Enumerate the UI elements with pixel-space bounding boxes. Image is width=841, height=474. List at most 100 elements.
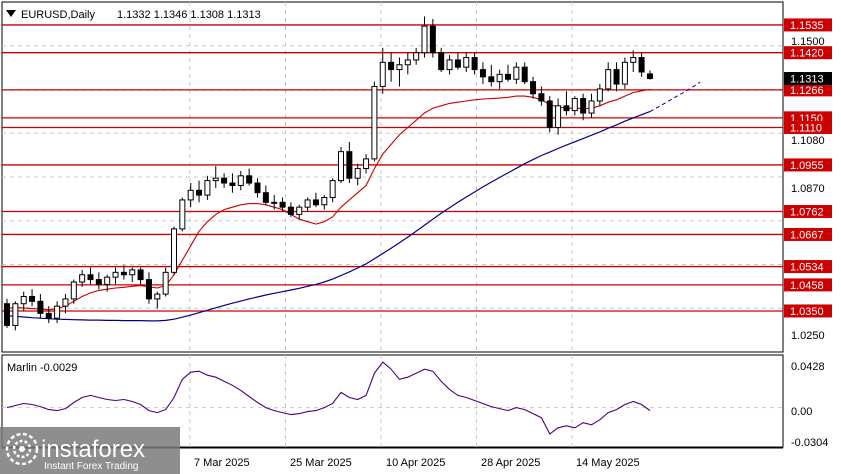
candle-body [129,269,136,276]
level-label-box [784,18,832,32]
candle-body [396,64,403,71]
candle-body [104,276,111,285]
level-label-box [784,83,832,97]
candle-body [221,177,228,184]
candle-body [421,25,428,54]
level-label-box [784,278,832,292]
candle-body [179,199,186,230]
level-label: 1.0667 [790,229,824,241]
candle-body [204,180,211,196]
candle-body [20,295,27,305]
candle-body [521,66,528,83]
candle-body [388,61,395,71]
candle-body [196,189,203,196]
instaforex-watermark: instaforex Instant Forex Trading [0,427,180,474]
price-tick-label: 1.0250 [791,330,825,342]
candle-body [304,199,311,208]
candle-body [237,175,244,186]
instaforex-logo-icon [5,432,39,466]
marlin-series [6,361,651,435]
candle-body [404,59,411,66]
level-label-box [784,121,832,135]
candle-body [312,199,319,206]
level-label: 1.1420 [790,48,824,60]
candle-body [271,201,278,204]
candle-body [613,69,620,85]
candle-body [563,105,570,112]
candle-body [137,269,144,281]
logo-tagline: Instant Forex Trading [44,461,139,472]
candle-body [471,57,478,71]
level-label-box [784,46,832,60]
candle-body [162,271,169,295]
candle-body [79,274,86,283]
indicator-title: Marlin -0.0029 [7,362,77,374]
current-price-box: 1.1313 [784,72,832,86]
date-tick-label: 7 Mar 2025 [194,457,250,469]
price-tick-label: 1.1500 [791,36,825,48]
indicator-tick-label: -0.0304 [791,437,828,449]
candle-body [463,57,470,68]
candle-body [120,271,127,276]
level-label: 1.1110 [790,123,822,135]
candle-body [638,57,645,73]
level-label: 1.1535 [790,20,824,32]
candle-body [12,303,19,326]
candle-body [70,281,77,300]
candle-body [346,151,353,179]
price-panel[interactable]: EURUSD,Daily 1.1332 1.1346 1.1308 1.1313 [1,1,784,353]
level-label-box [784,158,832,172]
candle-body [329,180,336,199]
price-candles [4,16,653,331]
level-label-box [784,205,832,219]
candle-body [112,271,119,278]
indicator-tick-label: 0.00 [791,406,812,418]
candle-body [229,182,236,186]
candle-body [438,52,445,71]
level-label: 1.1266 [790,85,824,97]
candle-body [621,61,628,85]
level-label: 1.0955 [790,160,824,172]
candle-body [29,295,36,302]
candle-body [530,81,537,95]
candle-body [479,69,486,78]
candle-body [254,182,261,194]
price-tick-label: 1.1080 [791,135,825,147]
candle-body [95,279,102,285]
level-label: 1.0458 [790,280,824,292]
candle-body [279,201,286,208]
slow-ma-projection [649,81,701,113]
chart-title: EURUSD,Daily [21,9,95,21]
date-tick-label: 28 Apr 2025 [481,457,540,469]
candle-body [62,298,69,307]
candle-body [413,52,420,61]
price-tick-label: 1.0870 [791,183,825,195]
level-label: 1.0534 [790,262,824,274]
candle-body [538,93,545,102]
candle-body [379,61,386,87]
date-tick-label: 10 Apr 2025 [386,457,445,469]
slow-moving-average [6,81,701,322]
level-label: 1.0762 [790,207,824,219]
level-label-box [784,227,832,241]
candle-body [571,98,578,112]
candle-body [588,100,595,114]
level-price-labels: 1.15351.14201.12661.11501.11101.09551.07… [784,18,832,318]
candle-body [54,305,61,319]
candle-body [546,100,553,129]
candle-body [646,73,653,80]
candle-body [596,88,603,102]
date-tick-label: 25 Mar 2025 [290,457,352,469]
candle-body [555,105,562,129]
marlin-line [6,361,651,435]
level-label-box [784,260,832,274]
triangle-down-icon[interactable] [6,10,16,17]
candle-body [446,59,453,71]
level-label-box [784,304,832,318]
candle-body [605,69,612,90]
candle-body [287,206,294,215]
indicator-tick-label: 0.0428 [791,361,825,373]
candle-body [321,197,328,206]
candle-body [145,279,152,300]
